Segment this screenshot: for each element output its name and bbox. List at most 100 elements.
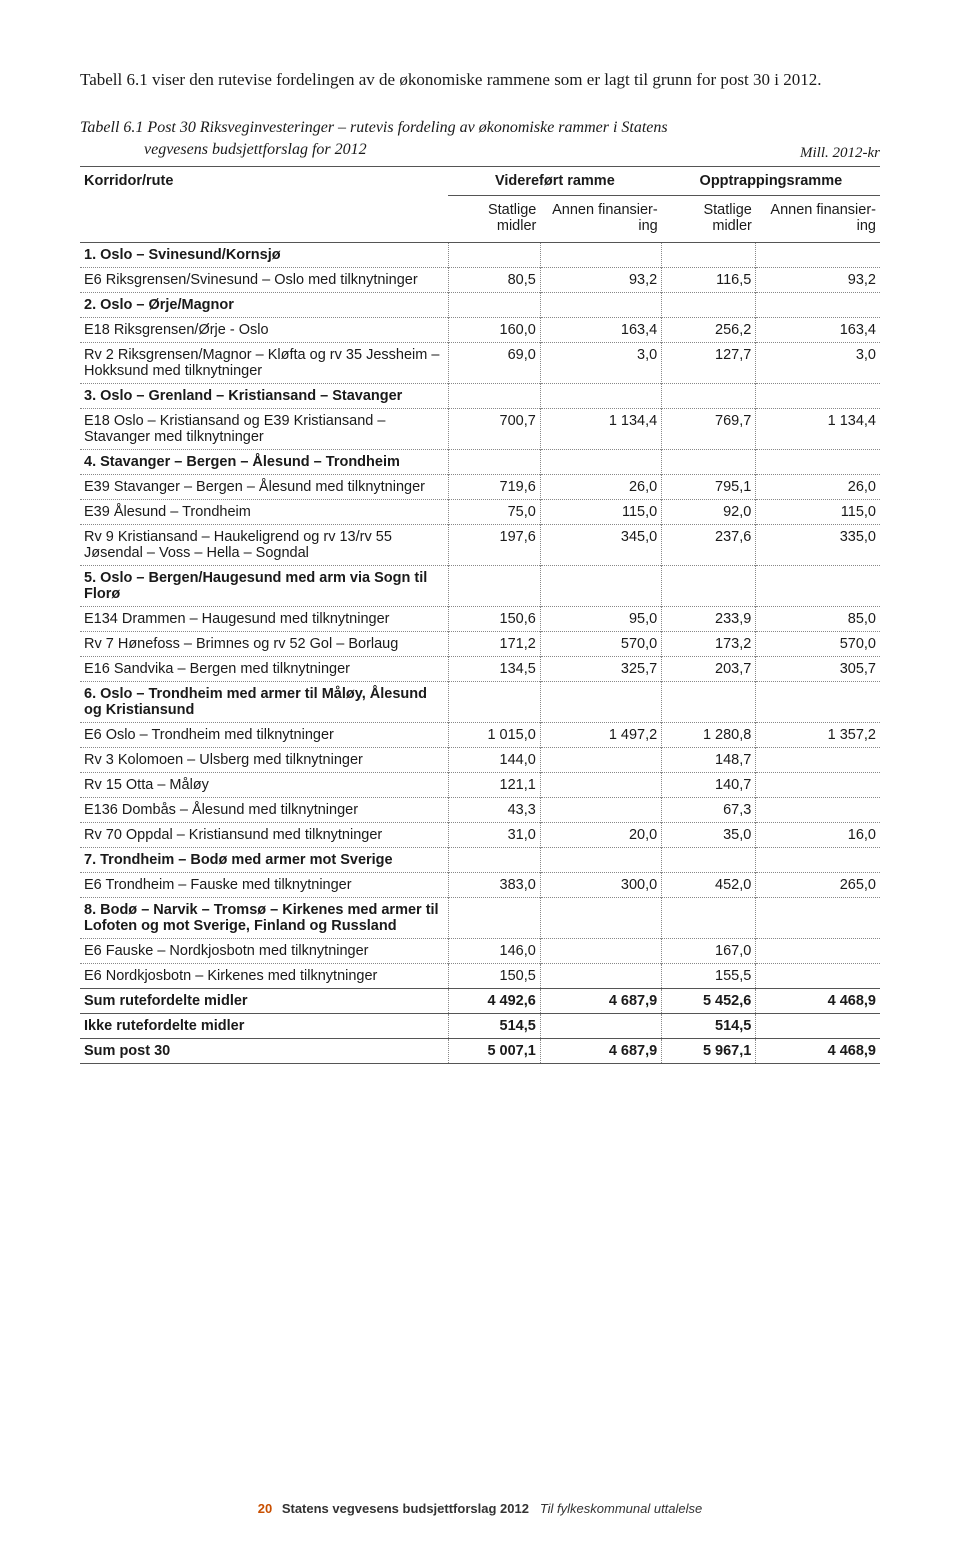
table-row: Rv 3 Kolomoen – Ulsberg med tilknytninge…: [80, 748, 880, 773]
row-value: 514,5: [448, 1014, 540, 1039]
row-value: 43,3: [448, 798, 540, 823]
row-value: 300,0: [540, 873, 661, 898]
page-number: 20: [258, 1501, 272, 1516]
row-value: [540, 566, 661, 607]
row-value: [662, 243, 756, 268]
row-value: 197,6: [448, 525, 540, 566]
row-value: 95,0: [540, 607, 661, 632]
row-label: E6 Fauske – Nordkjosbotn med tilknytning…: [80, 939, 448, 964]
row-label: 1. Oslo – Svinesund/Kornsjø: [80, 243, 448, 268]
table-row: 6. Oslo – Trondheim med armer til Måløy,…: [80, 682, 880, 723]
row-value: [756, 798, 880, 823]
row-value: 570,0: [756, 632, 880, 657]
row-label: 6. Oslo – Trondheim med armer til Måløy,…: [80, 682, 448, 723]
table-row: Rv 70 Oppdal – Kristiansund med tilknytn…: [80, 823, 880, 848]
row-value: 1 497,2: [540, 723, 661, 748]
row-value: 140,7: [662, 773, 756, 798]
row-value: [448, 848, 540, 873]
row-value: 1 280,8: [662, 723, 756, 748]
row-value: 35,0: [662, 823, 756, 848]
row-label: E6 Oslo – Trondheim med tilknytninger: [80, 723, 448, 748]
budget-table: Korridor/rute Videreført ramme Opptrappi…: [80, 166, 880, 1064]
table-row: 2. Oslo – Ørje/Magnor: [80, 293, 880, 318]
row-value: 265,0: [756, 873, 880, 898]
row-value: [756, 848, 880, 873]
row-value: [756, 773, 880, 798]
table-row: Sum post 305 007,14 687,95 967,14 468,9: [80, 1039, 880, 1064]
table-row: 7. Trondheim – Bodø med armer mot Sverig…: [80, 848, 880, 873]
row-label: 8. Bodø – Narvik – Tromsø – Kirkenes med…: [80, 898, 448, 939]
row-label: Sum post 30: [80, 1039, 448, 1064]
row-value: [756, 964, 880, 989]
row-value: 150,6: [448, 607, 540, 632]
table-row: Rv 15 Otta – Måløy121,1140,7: [80, 773, 880, 798]
row-value: 160,0: [448, 318, 540, 343]
table-row: E18 Riksgrensen/Ørje - Oslo160,0163,4256…: [80, 318, 880, 343]
row-value: 700,7: [448, 409, 540, 450]
row-value: [756, 748, 880, 773]
row-value: 163,4: [540, 318, 661, 343]
row-label: 3. Oslo – Grenland – Kristiansand – Stav…: [80, 384, 448, 409]
row-value: 116,5: [662, 268, 756, 293]
row-value: 305,7: [756, 657, 880, 682]
row-value: 93,2: [756, 268, 880, 293]
row-value: [756, 566, 880, 607]
row-value: [756, 243, 880, 268]
row-value: 514,5: [662, 1014, 756, 1039]
row-label: Rv 2 Riksgrensen/Magnor – Kløfta og rv 3…: [80, 343, 448, 384]
table-row: E6 Trondheim – Fauske med tilknytninger3…: [80, 873, 880, 898]
row-value: 171,2: [448, 632, 540, 657]
row-value: 4 468,9: [756, 989, 880, 1014]
col-stat-2: Statlige midler: [662, 196, 756, 243]
row-value: 719,6: [448, 475, 540, 500]
row-label: Ikke rutefordelte midler: [80, 1014, 448, 1039]
row-value: 92,0: [662, 500, 756, 525]
row-value: [662, 848, 756, 873]
table-row: 3. Oslo – Grenland – Kristiansand – Stav…: [80, 384, 880, 409]
row-value: 383,0: [448, 873, 540, 898]
row-value: 115,0: [540, 500, 661, 525]
row-label: E6 Trondheim – Fauske med tilknytninger: [80, 873, 448, 898]
row-value: [756, 384, 880, 409]
row-value: 795,1: [662, 475, 756, 500]
row-value: 570,0: [540, 632, 661, 657]
row-value: 233,9: [662, 607, 756, 632]
row-value: 173,2: [662, 632, 756, 657]
row-value: [540, 748, 661, 773]
row-value: [540, 848, 661, 873]
row-value: 3,0: [540, 343, 661, 384]
row-label: E18 Oslo – Kristiansand og E39 Kristians…: [80, 409, 448, 450]
row-value: [448, 243, 540, 268]
row-value: [662, 682, 756, 723]
row-value: [662, 450, 756, 475]
row-label: E16 Sandvika – Bergen med tilknytninger: [80, 657, 448, 682]
page-footer: 20 Statens vegvesens budsjettforslag 201…: [0, 1501, 960, 1516]
row-label: E18 Riksgrensen/Ørje - Oslo: [80, 318, 448, 343]
row-label: Sum rutefordelte midler: [80, 989, 448, 1014]
row-value: 20,0: [540, 823, 661, 848]
caption-line1: Tabell 6.1 Post 30 Riksveginvesteringer …: [80, 119, 668, 136]
table-row: Ikke rutefordelte midler514,5514,5: [80, 1014, 880, 1039]
row-label: E134 Drammen – Haugesund med tilknytning…: [80, 607, 448, 632]
table-row: 5. Oslo – Bergen/Haugesund med arm via S…: [80, 566, 880, 607]
row-value: 452,0: [662, 873, 756, 898]
row-value: 144,0: [448, 748, 540, 773]
row-value: 31,0: [448, 823, 540, 848]
row-value: [662, 566, 756, 607]
table-row: E6 Nordkjosbotn – Kirkenes med tilknytni…: [80, 964, 880, 989]
row-value: 155,5: [662, 964, 756, 989]
row-value: [662, 898, 756, 939]
row-value: 67,3: [662, 798, 756, 823]
row-value: 203,7: [662, 657, 756, 682]
row-label: E6 Riksgrensen/Svinesund – Oslo med tilk…: [80, 268, 448, 293]
row-value: 134,5: [448, 657, 540, 682]
footer-sub: Til fylkeskommunal uttalelse: [540, 1501, 702, 1516]
row-value: [540, 798, 661, 823]
row-value: [756, 898, 880, 939]
row-value: 4 468,9: [756, 1039, 880, 1064]
row-value: 1 134,4: [540, 409, 661, 450]
row-value: [756, 293, 880, 318]
row-value: 26,0: [540, 475, 661, 500]
row-value: [756, 450, 880, 475]
row-value: [662, 293, 756, 318]
